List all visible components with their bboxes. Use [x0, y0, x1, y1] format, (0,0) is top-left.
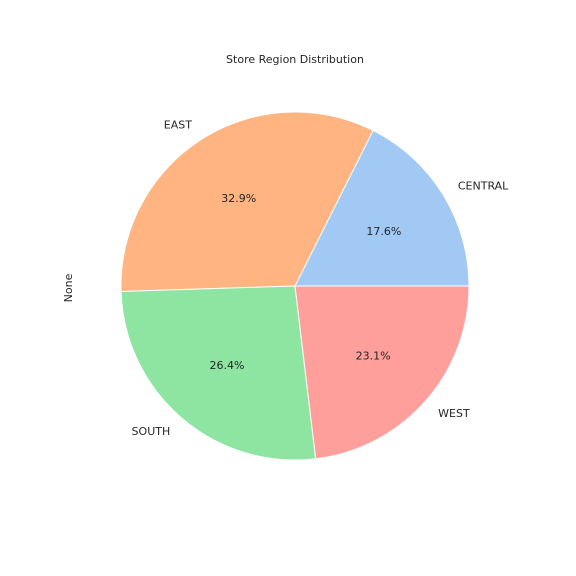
percent-label-east: 32.9% — [221, 192, 256, 205]
pie-slice-west — [294, 285, 470, 460]
category-label-south: SOUTH — [132, 425, 171, 438]
pie-slices — [120, 111, 470, 461]
category-label-west: WEST — [438, 407, 470, 420]
percent-label-central: 17.6% — [366, 225, 401, 238]
y-axis-label: None — [62, 273, 75, 302]
pie-labels: CENTRAL 17.6% EAST 32.9% SOUTH 26.4% WEST 23.1% — [132, 119, 510, 438]
category-label-central: CENTRAL — [458, 179, 509, 192]
percent-label-south: 26.4% — [209, 359, 244, 372]
category-label-east: EAST — [164, 119, 192, 132]
pie-slice-south — [120, 285, 317, 461]
pie-slice-east — [120, 111, 374, 292]
pie-slice-central — [294, 129, 470, 287]
percent-label-west: 23.1% — [356, 349, 391, 362]
chart-title: Store Region Distribution — [226, 53, 364, 66]
